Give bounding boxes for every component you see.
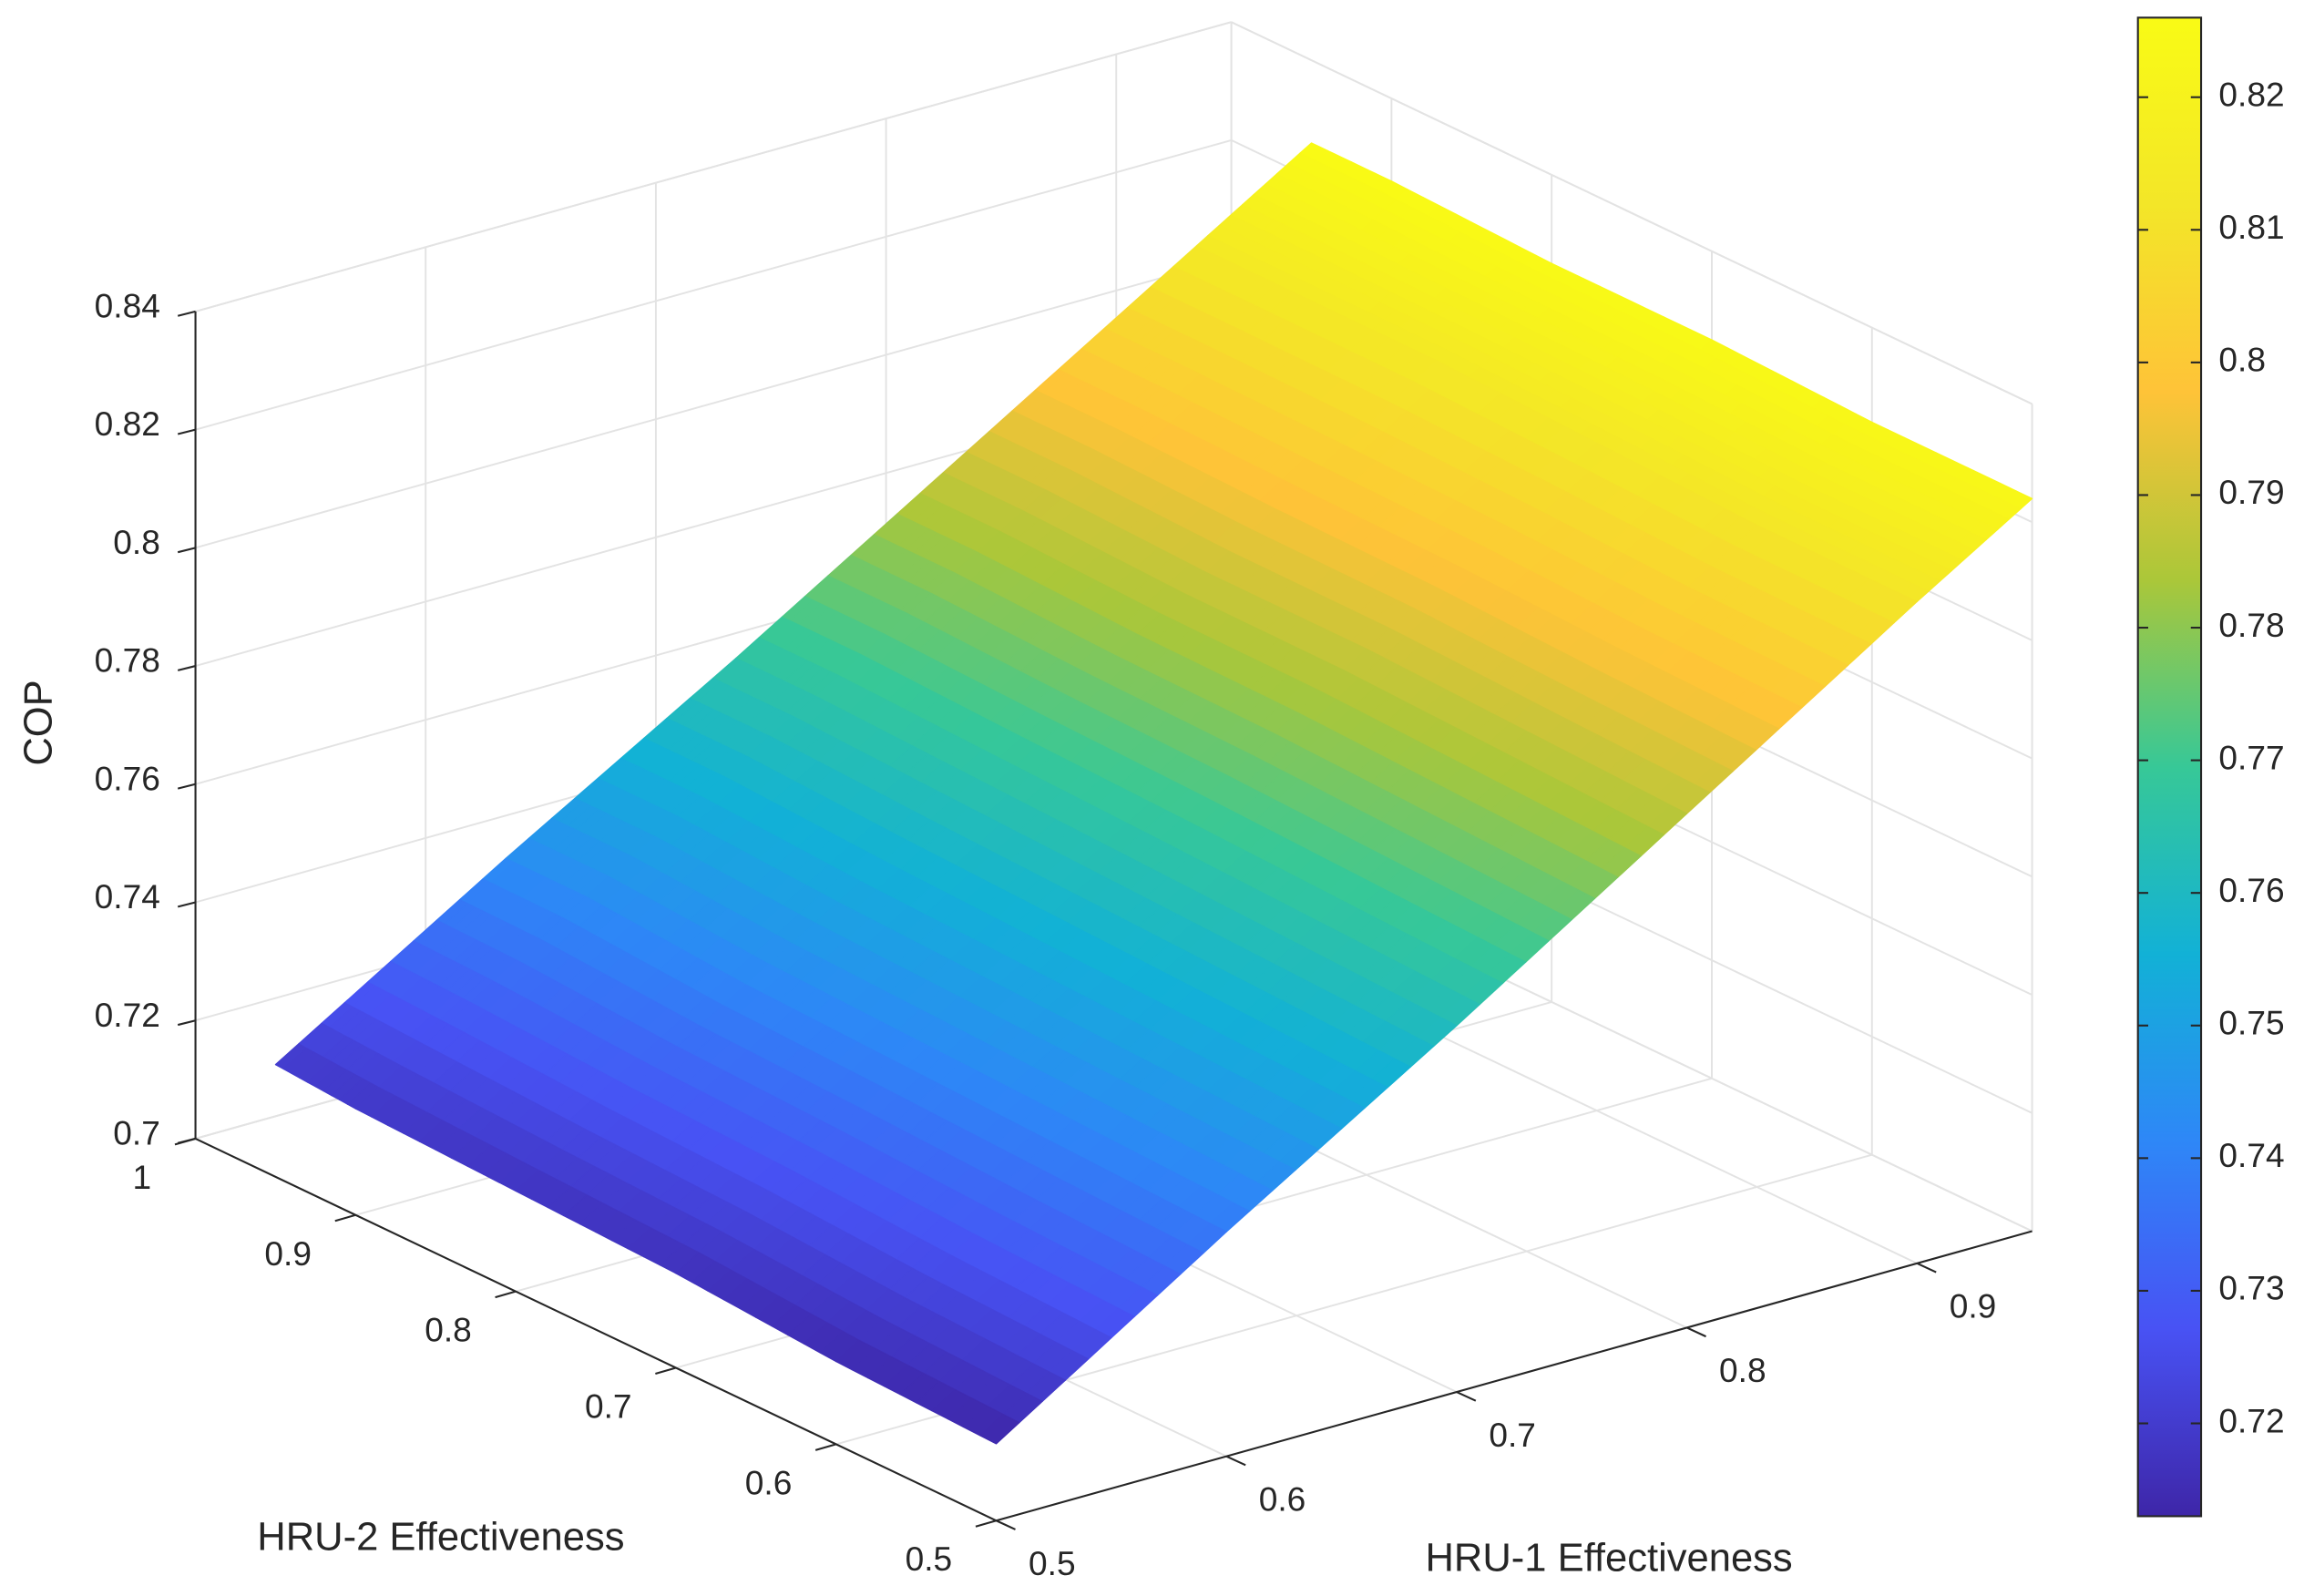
y-tick-label: 0.9 — [264, 1234, 312, 1273]
x-tick — [1456, 1391, 1477, 1402]
x-tick-label: 0.9 — [1950, 1287, 1997, 1325]
z-tick — [177, 901, 196, 908]
grid-line — [195, 257, 1232, 549]
x-axis-line — [996, 1230, 2033, 1522]
colorbar-tick-label: 0.78 — [2218, 606, 2284, 644]
grid-line — [195, 21, 1232, 312]
x-axis-title: HRU-1 Effectiveness — [1425, 1536, 1792, 1580]
x-tick-label: 0.5 — [1029, 1544, 1076, 1582]
colorbar — [2136, 16, 2203, 1518]
x-tick-label: 0.8 — [1719, 1351, 1766, 1389]
colorbar-tick-label: 0.72 — [2218, 1401, 2284, 1439]
colorbar-tick-label: 0.75 — [2218, 1004, 2284, 1042]
z-axis-title: COP — [17, 680, 61, 765]
z-tick — [177, 665, 196, 671]
colorbar-tick-label: 0.77 — [2218, 738, 2284, 776]
colorbar-tick-label: 0.82 — [2218, 75, 2284, 113]
z-tick-label: 0.8 — [113, 523, 160, 561]
y-tick — [655, 1366, 677, 1375]
y-tick — [975, 1519, 997, 1528]
colorbar-tick-label: 0.73 — [2218, 1269, 2284, 1307]
y-tick — [814, 1443, 837, 1451]
grid-line — [1231, 21, 2033, 405]
z-tick — [177, 428, 196, 435]
y-tick-label: 0.7 — [585, 1386, 632, 1425]
surface-patch — [979, 1413, 1020, 1445]
y-axis-title: HRU-2 Effectiveness — [257, 1516, 624, 1560]
z-tick-label: 0.78 — [95, 641, 160, 680]
z-tick — [177, 310, 196, 317]
colorbar-tick-label: 0.74 — [2218, 1136, 2284, 1174]
y-tick-label: 0.5 — [906, 1540, 953, 1578]
surface — [274, 142, 2033, 1445]
y-axis-line — [195, 1137, 997, 1522]
x-tick — [1916, 1262, 1937, 1274]
y-tick-label: 0.6 — [745, 1463, 793, 1501]
colorbar-tick-label: 0.8 — [2218, 341, 2266, 379]
z-tick-label: 0.7 — [113, 1114, 160, 1152]
z-tick — [177, 547, 196, 554]
z-tick — [177, 783, 196, 790]
z-tick-label: 0.72 — [95, 996, 160, 1034]
x-tick-label: 0.6 — [1259, 1479, 1306, 1518]
colorbar-tick-label: 0.81 — [2218, 208, 2284, 246]
z-tick-label: 0.82 — [95, 404, 160, 443]
x-tick — [996, 1519, 1016, 1530]
y-tick-label: 0.8 — [425, 1311, 472, 1349]
grid-line — [195, 138, 1232, 431]
colorbar-tick-label: 0.76 — [2218, 871, 2284, 909]
z-tick-label: 0.76 — [95, 759, 160, 797]
colorbar-tick-label: 0.79 — [2218, 473, 2284, 511]
y-tick — [495, 1290, 517, 1299]
x-tick — [1225, 1455, 1246, 1467]
y-tick-label: 1 — [133, 1158, 152, 1196]
x-tick — [1686, 1326, 1706, 1338]
axes-layer: 0.7 0.72 0.74 0.76 0.78 0.8 0.82 0.84 0.5 0.6 0.7 0… — [95, 16, 2285, 1582]
y-tick — [174, 1137, 196, 1146]
x-tick-label: 0.7 — [1489, 1416, 1536, 1454]
z-tick-label: 0.74 — [95, 877, 160, 916]
y-tick — [334, 1213, 356, 1223]
z-tick-label: 0.84 — [95, 286, 160, 324]
z-tick — [177, 1019, 196, 1027]
